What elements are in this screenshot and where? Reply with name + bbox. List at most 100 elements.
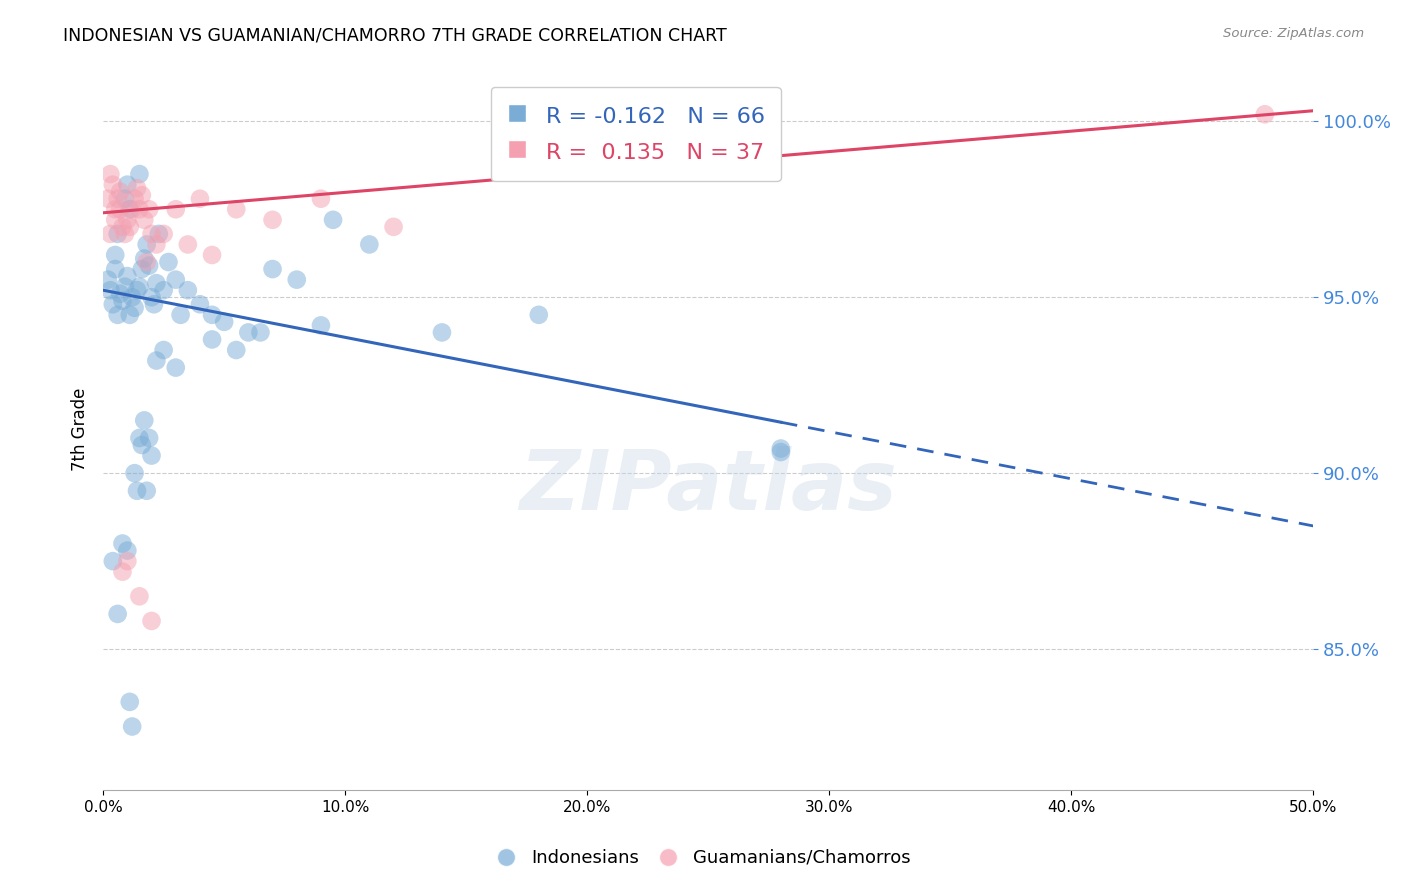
Point [201,248,224,262]
Point [128,279,150,293]
Point [152,343,174,357]
Point [238,326,260,340]
Point [117,543,139,558]
Point [128,167,150,181]
Point [152,283,174,297]
Point [145,353,167,368]
Point [124,192,146,206]
Point [225,343,247,357]
Point [138,259,160,273]
Point [117,212,139,227]
Point [188,297,211,311]
Point [138,431,160,445]
Point [169,308,191,322]
Point [134,212,156,227]
Point [141,227,163,241]
Point [117,178,139,192]
Point [118,308,141,322]
Point [97,272,120,286]
Point [125,181,148,195]
Point [359,237,381,252]
Point [111,536,134,550]
Point [128,590,150,604]
Point [1254,107,1277,121]
Point [125,483,148,498]
Point [111,293,134,308]
Point [201,333,224,347]
Point [141,290,163,304]
Point [177,237,200,252]
Point [135,237,157,252]
Point [262,212,284,227]
Point [212,315,235,329]
Legend: Indonesians, Guamanians/Chamorros: Indonesians, Guamanians/Chamorros [488,842,918,874]
Point [118,202,141,217]
Point [134,413,156,427]
Point [285,272,308,286]
Point [101,178,124,192]
Y-axis label: 7th Grade: 7th Grade [72,387,89,471]
Point [108,286,131,301]
Point [322,212,344,227]
Point [309,192,332,206]
Point [165,272,187,286]
Legend: R = -0.162   N = 66, R =  0.135   N = 37: R = -0.162 N = 66, R = 0.135 N = 37 [491,87,780,181]
Point [145,276,167,290]
Point [107,308,129,322]
Point [148,227,170,241]
Point [131,188,153,202]
Point [145,237,167,252]
Point [165,360,187,375]
Point [128,431,150,445]
Point [165,202,187,217]
Point [152,227,174,241]
Point [100,227,122,241]
Point [249,326,271,340]
Point [177,283,200,297]
Point [104,202,127,217]
Point [141,449,163,463]
Point [527,308,550,322]
Point [114,227,136,241]
Point [128,202,150,217]
Point [309,318,332,333]
Point [225,202,247,217]
Point [138,202,160,217]
Point [107,607,129,621]
Point [124,466,146,480]
Point [97,192,120,206]
Point [117,554,139,568]
Point [107,227,129,241]
Point [114,192,136,206]
Point [131,262,153,277]
Point [188,192,211,206]
Point [118,695,141,709]
Point [382,219,405,234]
Point [104,262,127,277]
Text: INDONESIAN VS GUAMANIAN/CHAMORRO 7TH GRADE CORRELATION CHART: INDONESIAN VS GUAMANIAN/CHAMORRO 7TH GRA… [63,27,727,45]
Point [769,445,792,459]
Point [135,483,157,498]
Point [430,326,453,340]
Point [100,283,122,297]
Point [107,192,129,206]
Point [117,269,139,284]
Point [108,185,131,199]
Point [111,565,134,579]
Point [114,279,136,293]
Point [157,255,180,269]
Point [121,290,143,304]
Point [142,297,165,311]
Point [121,202,143,217]
Text: Source: ZipAtlas.com: Source: ZipAtlas.com [1223,27,1364,40]
Text: ZIPatlas: ZIPatlas [519,446,897,527]
Point [100,167,122,181]
Point [769,442,792,456]
Point [101,554,124,568]
Point [141,614,163,628]
Point [111,219,134,234]
Point [125,283,148,297]
Point [134,252,156,266]
Point [135,255,157,269]
Point [262,262,284,277]
